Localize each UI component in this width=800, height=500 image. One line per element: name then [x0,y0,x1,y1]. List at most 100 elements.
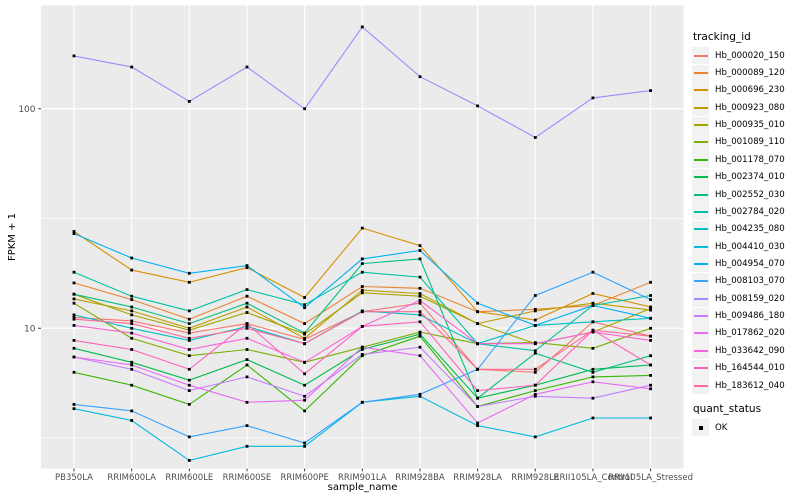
data-point [360,345,364,349]
data-point [649,280,652,284]
data-point [72,232,76,235]
x-tick-label: RRIM600LE [165,473,213,483]
data-point [591,270,595,274]
x-tick-label: RRIM600SE [223,473,272,483]
series-color-swatch [693,158,708,161]
data-point [360,257,364,261]
data-point [245,311,249,314]
legend-item-Hb_009486_180: Hb_009486_180 [692,307,800,325]
data-point [533,318,537,322]
data-point [72,324,76,327]
data-point [130,256,134,260]
data-point [187,317,191,321]
legend-key-line-icon [692,64,709,82]
legend-item-label: Hb_000696_230 [715,85,785,96]
data-point [418,244,422,247]
x-tick-label: RRII105LA_Stressed [608,473,693,483]
data-point [187,403,191,406]
legend-item-label: Hb_033642_090 [715,345,785,356]
data-point [476,389,479,392]
data-point [360,262,364,265]
data-point [533,351,537,355]
data-point [303,107,306,111]
legend-item-label: OK [715,422,728,433]
legend-item-label: Hb_001178_070 [715,154,785,165]
quant-ok-key [692,419,709,437]
legend-key-line-icon [692,272,709,290]
data-point [476,310,479,314]
legend-item-Hb_000935_010: Hb_000935_010 [692,116,800,134]
data-point [72,403,76,406]
legend-key-line-icon [692,116,709,134]
data-point [533,307,537,311]
legend-key-line-icon [692,168,709,186]
series-color-swatch [693,141,708,144]
legend-item-label: Hb_002784_020 [715,206,785,217]
data-point [187,271,191,275]
x-tick-label: RRIM901LA [338,473,387,483]
legend-item-label: Hb_017862_020 [715,328,785,339]
legend-key-line-icon [692,220,709,238]
legend-item-Hb_002552_030: Hb_002552_030 [692,186,800,204]
data-point [649,305,652,309]
data-point [130,383,134,387]
data-point [533,389,537,392]
data-point [303,383,306,387]
data-point [245,375,249,379]
legend-item-ok: OK [692,419,800,437]
data-point [591,330,595,334]
data-point [245,348,249,351]
data-point [72,230,76,233]
legend-item-Hb_164544_010: Hb_164544_010 [692,359,800,377]
legend-item-Hb_004235_080: Hb_004235_080 [692,220,800,238]
data-point [303,303,306,307]
data-point [130,409,134,413]
x-tick-label: RRIM600PE [280,473,328,483]
data-point [533,342,537,346]
data-point [418,75,422,79]
data-point [187,100,191,103]
data-point [360,400,364,404]
legend-key-line-icon [692,255,709,273]
legend-items: Hb_000020_150 Hb_000089_120 Hb_000696_230 H… [692,47,800,394]
series-color-swatch [693,193,708,196]
data-point [418,345,422,349]
data-point [245,305,249,309]
y-axis-title: FPKM + 1 [7,212,18,262]
data-point [245,336,249,340]
data-point [72,297,76,301]
data-point [303,296,306,299]
data-point [591,416,595,420]
data-point [130,331,134,335]
legend-item-label: Hb_004235_080 [715,224,785,235]
data-point [591,96,595,100]
data-point [418,286,422,290]
data-point [418,292,422,295]
data-point [303,444,306,448]
data-point [72,407,76,411]
data-point [130,298,134,301]
legend-item-Hb_033642_090: Hb_033642_090 [692,342,800,360]
data-point [476,301,479,305]
data-point [649,363,652,367]
x-tick-label: PB350LA [55,473,93,483]
data-point [649,354,652,358]
data-point [72,301,76,305]
data-point [649,294,652,297]
legend-item-label: Hb_164544_010 [715,363,785,374]
data-point [591,370,595,374]
data-point [533,136,537,139]
data-point [360,226,364,230]
legend-item-label: Hb_000935_010 [715,120,785,131]
data-point [418,257,422,261]
data-point [130,348,134,351]
data-point [476,342,479,346]
data-point [418,354,422,358]
series-color-swatch [693,332,708,335]
data-point [649,307,652,310]
data-point [591,380,595,384]
data-point [418,313,422,317]
data-point [360,291,364,295]
